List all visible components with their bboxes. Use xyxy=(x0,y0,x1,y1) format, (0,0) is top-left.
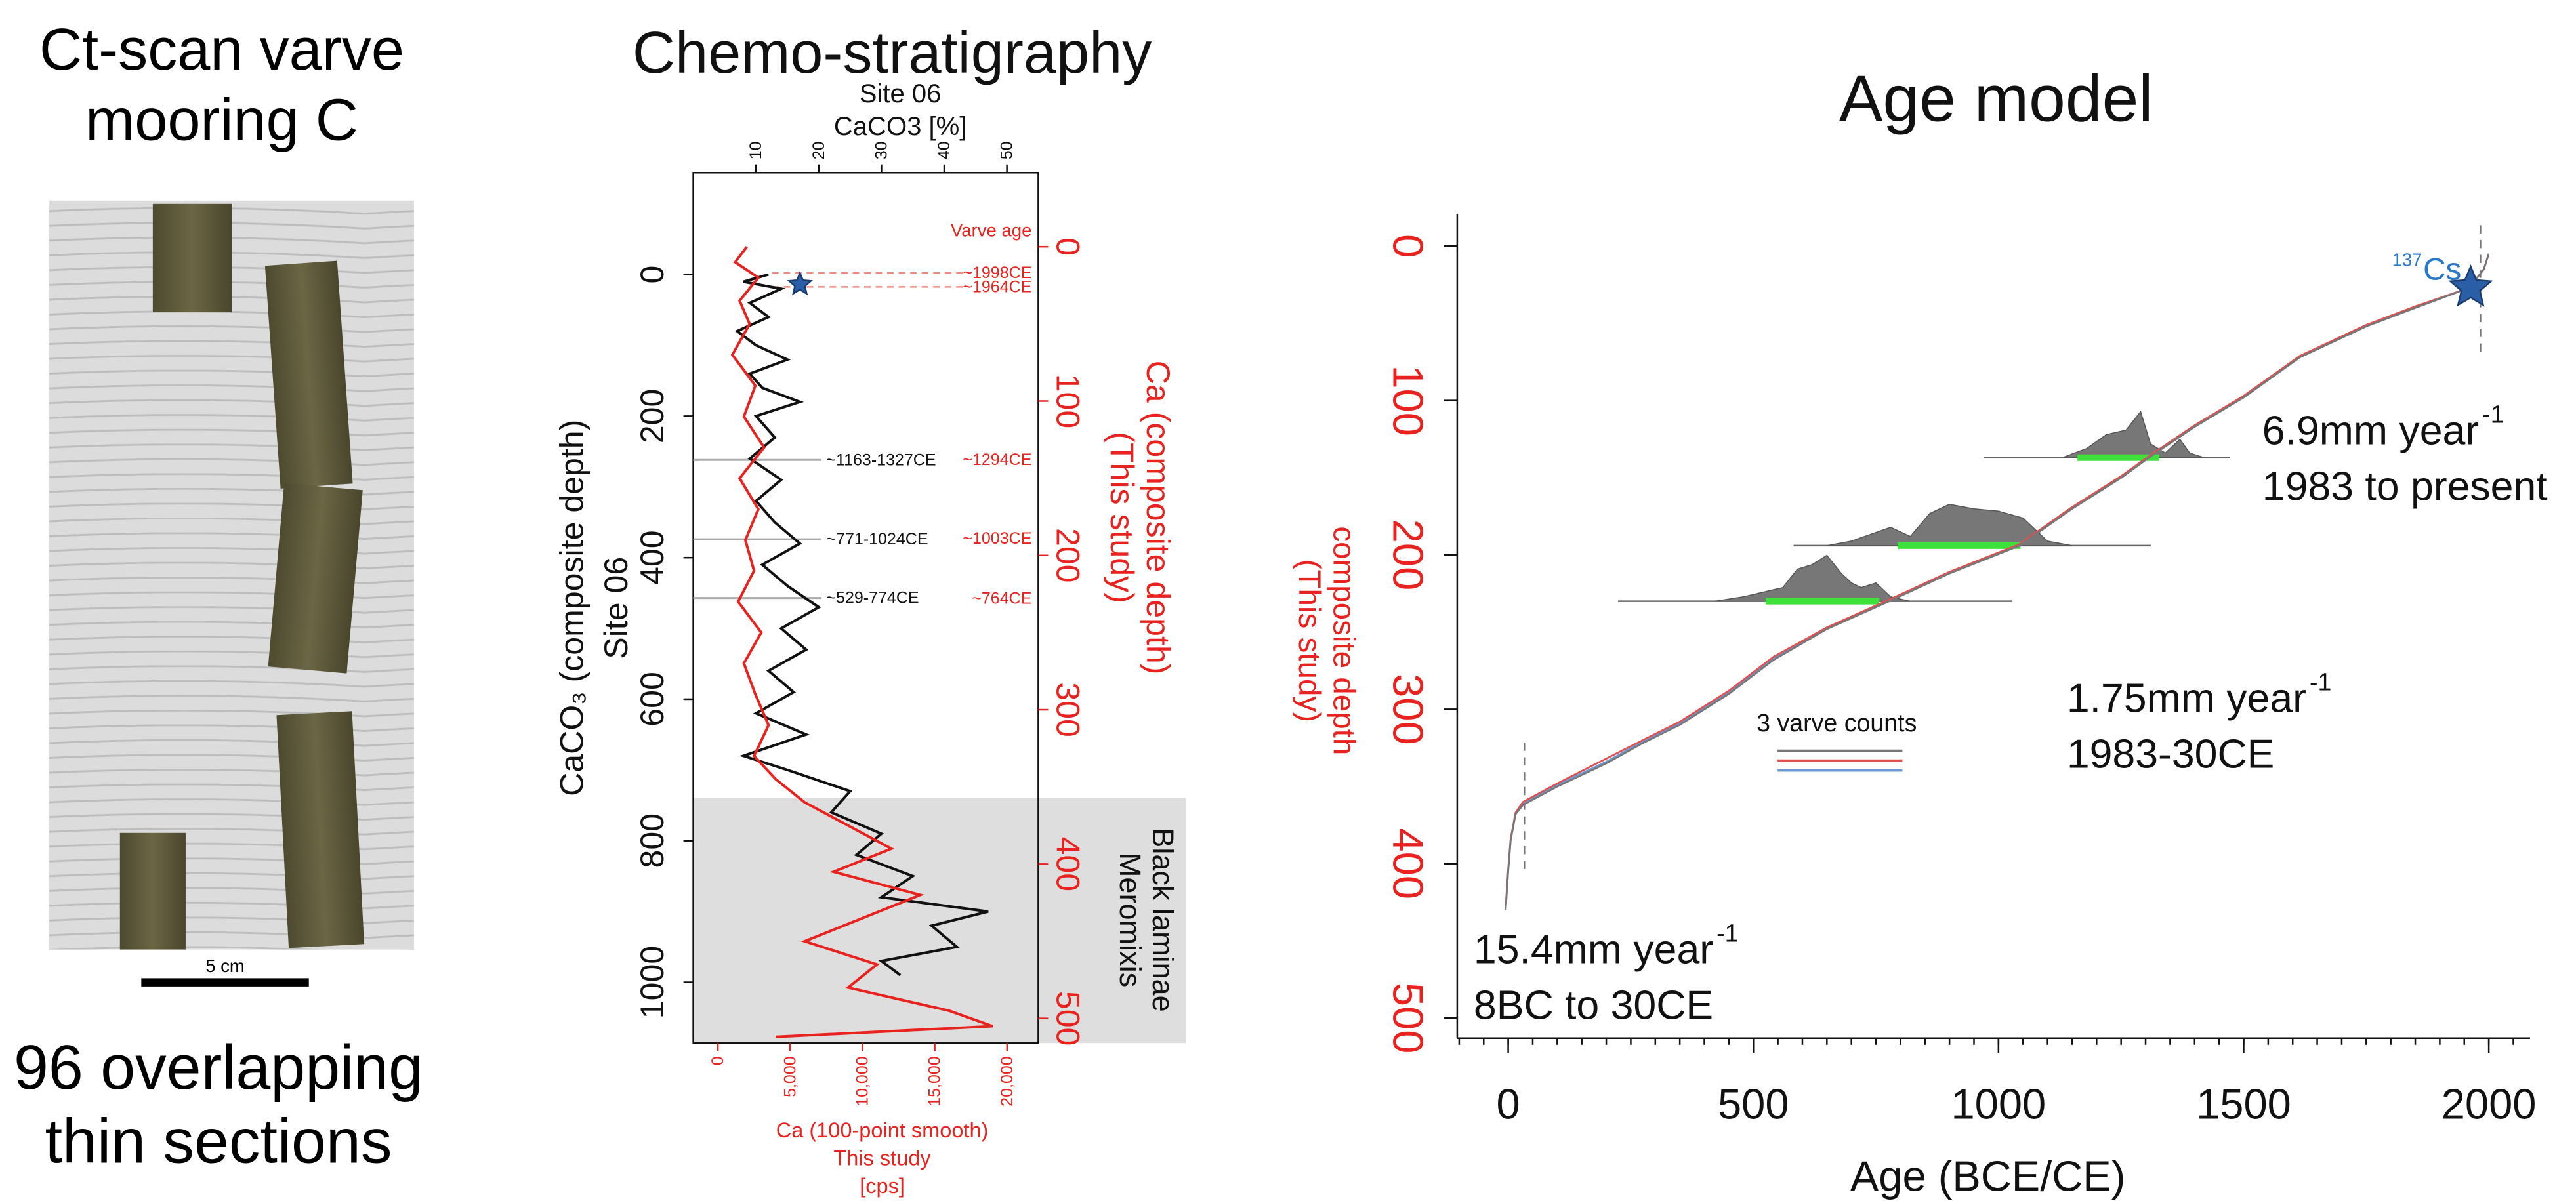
x-axis-title: Age (BCE/CE) xyxy=(1850,1152,2126,1200)
shaded-label: Meromixis xyxy=(1113,853,1147,987)
ca-line xyxy=(730,245,993,1038)
rate-period: 1983 to present xyxy=(2262,463,2548,509)
y-tick-label: 600 xyxy=(634,672,671,727)
x-tick-label: 30 xyxy=(872,141,890,159)
x-axis-title: Site 06 xyxy=(860,79,942,108)
varve-age-label: ~764CE xyxy=(972,590,1031,608)
x-tick-label: 1500 xyxy=(2196,1080,2291,1128)
chart-title: Chemo-stratigraphy xyxy=(633,20,1152,86)
varve-age-label: ~1294CE xyxy=(963,451,1031,469)
x2-tick-label: 15,000 xyxy=(926,1056,944,1107)
caco3-line xyxy=(734,273,989,977)
rate-superscript: -1 xyxy=(2482,400,2504,428)
x-axis-title: CaCO3 [%] xyxy=(834,112,967,141)
y2-tick-label: 200 xyxy=(1049,528,1086,583)
y2-tick-label: 0 xyxy=(1049,237,1086,256)
y2-tick-label: 300 xyxy=(1049,682,1086,737)
rate-label: 1.75mm year xyxy=(2067,675,2306,721)
x-tick-label: 1000 xyxy=(1951,1080,2046,1128)
cs137-label: Cs xyxy=(2423,252,2461,287)
rate-period: 1983-30CE xyxy=(2067,731,2275,777)
scale-label: 5 cm xyxy=(205,956,245,976)
rate-label: 15.4mm year xyxy=(1474,927,1713,973)
range-label: ~529-774CE xyxy=(826,589,919,607)
rate-period: 8BC to 30CE xyxy=(1474,983,1713,1028)
x2-tick-label: 5,000 xyxy=(781,1056,799,1097)
rate-superscript: -1 xyxy=(1716,920,1738,947)
y2-tick-label: 500 xyxy=(1049,991,1086,1046)
panel-caption: 96 overlapping xyxy=(14,1033,423,1103)
y-tick-label: 0 xyxy=(634,266,671,284)
y-tick-label: 400 xyxy=(1384,828,1432,899)
legend-title: 3 varve counts xyxy=(1756,709,1917,737)
x-tick-label: 20 xyxy=(810,141,828,159)
plot-frame xyxy=(692,172,1039,1044)
x-tick-label: 50 xyxy=(998,141,1016,159)
ct-scan-image xyxy=(49,200,414,950)
x2-tick-label: 0 xyxy=(709,1056,727,1065)
y-tick-label: 800 xyxy=(634,813,671,868)
varve-age-title: Varve age xyxy=(951,220,1031,240)
rate-label: 6.9mm year xyxy=(2262,407,2479,453)
cs137-star xyxy=(2448,264,2493,307)
y-axis-title: (This study) xyxy=(1292,560,1327,722)
star-marker xyxy=(787,271,813,296)
range-label: ~771-1024CE xyxy=(826,530,928,548)
y2-axis-title: (This study) xyxy=(1104,432,1140,603)
x2-axis-title: This study xyxy=(833,1147,931,1170)
y-tick-label: 0 xyxy=(1384,234,1432,258)
x-tick-label: 2000 xyxy=(2441,1080,2537,1128)
shaded-region xyxy=(693,798,1186,1044)
panel-caption: thin sections xyxy=(45,1107,392,1177)
y-tick-label: 1000 xyxy=(634,946,671,1019)
distribution-density xyxy=(1714,554,1911,602)
y-axis-title: Site 06 xyxy=(598,557,634,659)
age-depth-line xyxy=(1505,253,2490,909)
x2-axis-title: [cps] xyxy=(860,1174,905,1198)
chart-title: Age model xyxy=(1839,62,2153,136)
x-tick-label: 10 xyxy=(747,141,765,159)
y-tick-label: 200 xyxy=(1384,519,1432,591)
y2-tick-label: 100 xyxy=(1049,374,1086,429)
y-axis-title: composite depth xyxy=(1327,526,1361,755)
panel-title: mooring C xyxy=(85,87,358,153)
shaded-label: Black laminae xyxy=(1146,828,1180,1011)
x-tick-label: 500 xyxy=(1718,1080,1789,1128)
panel-title: Ct-scan varve xyxy=(39,16,404,83)
x-tick-label: 0 xyxy=(1497,1080,1520,1128)
y2-axis-title: Ca (composite depth) xyxy=(1140,361,1176,675)
rate-superscript: -1 xyxy=(2310,668,2331,695)
x2-axis-title: Ca (100-point smooth) xyxy=(776,1118,989,1142)
range-label: ~1163-1327CE xyxy=(826,451,936,469)
varve-age-label: ~1964CE xyxy=(963,277,1031,296)
age-depth-line xyxy=(1505,253,2490,907)
y-tick-label: 100 xyxy=(1384,365,1432,436)
cs137-superscript: 137 xyxy=(2392,249,2422,270)
age-depth-line xyxy=(1505,253,2490,910)
varve-age-label: ~1003CE xyxy=(963,529,1031,548)
varve-age-label: ~1998CE xyxy=(963,264,1031,282)
x2-tick-label: 10,000 xyxy=(853,1056,871,1107)
x2-tick-label: 20,000 xyxy=(998,1056,1016,1107)
y2-tick-label: 400 xyxy=(1049,837,1086,892)
distribution-density xyxy=(2062,410,2205,458)
distribution-density xyxy=(1827,503,2073,546)
y-tick-label: 200 xyxy=(634,389,671,444)
y-axis-title: CaCO₃ (composite depth) xyxy=(553,420,590,796)
y-tick-label: 500 xyxy=(1384,983,1432,1054)
y-tick-label: 300 xyxy=(1384,674,1432,745)
y-tick-label: 400 xyxy=(634,530,671,585)
x-tick-label: 40 xyxy=(935,141,953,159)
